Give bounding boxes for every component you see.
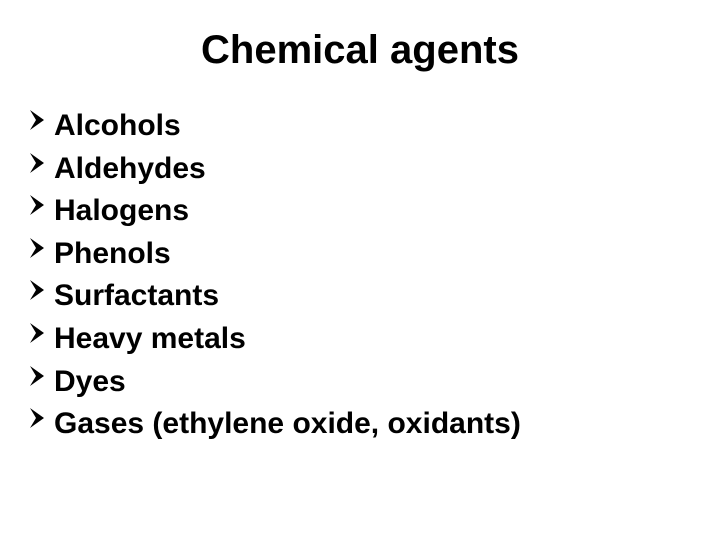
chevron-right-icon: [28, 233, 50, 263]
chevron-right-icon: [28, 275, 50, 305]
chevron-right-icon: [28, 148, 50, 178]
list-item: Aldehydes: [28, 148, 692, 191]
list-item-text: Phenols: [54, 233, 171, 276]
list-item-text: Halogens: [54, 190, 189, 233]
list-item: Alcohols: [28, 105, 692, 148]
list-item: Heavy metals: [28, 318, 692, 361]
list-item-text: Aldehydes: [54, 148, 206, 191]
list-item-text: Heavy metals: [54, 318, 246, 361]
list-item: Dyes: [28, 361, 692, 404]
list-item: Surfactants: [28, 275, 692, 318]
list-item-text: Surfactants: [54, 275, 219, 318]
bullet-list: Alcohols Aldehydes Halogens Phenols Surf…: [28, 105, 692, 446]
chevron-right-icon: [28, 190, 50, 220]
list-item-text: Alcohols: [54, 105, 181, 148]
list-item-text: Dyes: [54, 361, 126, 404]
slide-title: Chemical agents: [28, 28, 692, 73]
list-item: Gases (ethylene oxide, oxidants): [28, 403, 692, 446]
list-item-text: Gases (ethylene oxide, oxidants): [54, 403, 521, 446]
chevron-right-icon: [28, 403, 50, 433]
chevron-right-icon: [28, 318, 50, 348]
list-item: Phenols: [28, 233, 692, 276]
chevron-right-icon: [28, 361, 50, 391]
list-item: Halogens: [28, 190, 692, 233]
slide: Chemical agents Alcohols Aldehydes Halog…: [0, 0, 720, 540]
chevron-right-icon: [28, 105, 50, 135]
